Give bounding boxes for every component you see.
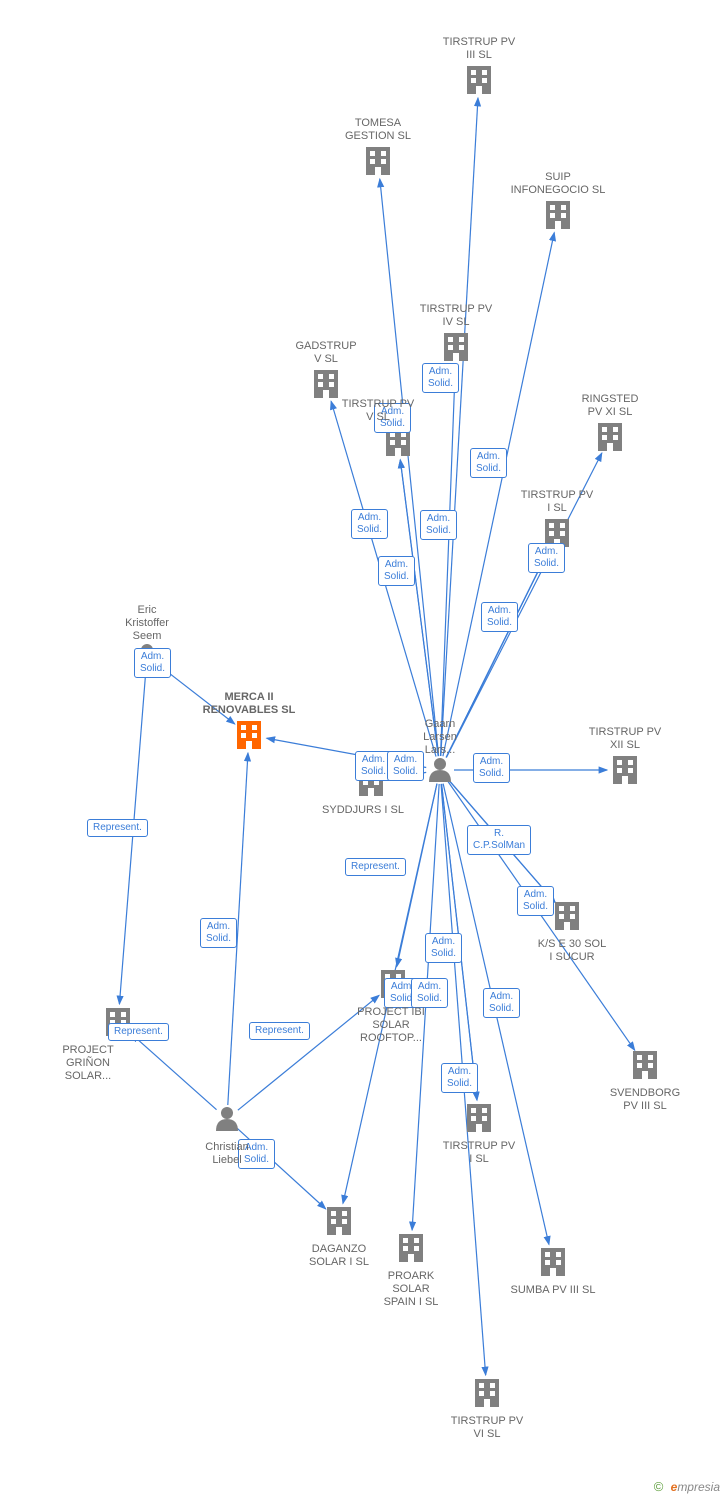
edge-line bbox=[441, 365, 456, 756]
edge-label: Adm. Solid. bbox=[470, 448, 507, 478]
company-icon[interactable] bbox=[467, 66, 491, 94]
company-icon[interactable] bbox=[613, 756, 637, 784]
node-label: TOMESA GESTION SL bbox=[323, 117, 433, 143]
edge-label: Adm. Solid. bbox=[441, 1063, 478, 1093]
node-label: TIRSTRUP PV III SL bbox=[424, 36, 534, 62]
node-label: PROARK SOLAR SPAIN I SL bbox=[356, 1270, 466, 1310]
person-icon[interactable] bbox=[216, 1107, 238, 1131]
node-label: TIRSTRUP PV I SL bbox=[502, 489, 612, 515]
company-icon[interactable] bbox=[598, 423, 622, 451]
company-icon[interactable] bbox=[555, 902, 579, 930]
edge-label: Adm. Solid. bbox=[483, 988, 520, 1018]
edge-label: Adm. Solid. bbox=[422, 363, 459, 393]
node-label: Eric Kristoffer Seem bbox=[92, 604, 202, 644]
node-label: Christian Liebel bbox=[172, 1141, 282, 1167]
node-label: RINGSTED PV XI SL bbox=[555, 393, 665, 419]
node-label: SYDDJURS I SL bbox=[308, 804, 418, 817]
node-label: MERCA II RENOVABLES SL bbox=[194, 691, 304, 717]
node-label: PROJECT GRIÑON SOLAR... bbox=[33, 1044, 143, 1084]
edge-label: Adm. Solid. bbox=[351, 509, 388, 539]
company-icon[interactable] bbox=[475, 1379, 499, 1407]
edge-label: Adm. Solid. bbox=[134, 648, 171, 678]
company-icon[interactable] bbox=[399, 1234, 423, 1262]
brand-rest: mpresia bbox=[677, 1480, 720, 1494]
edge-label: Adm. Solid. bbox=[378, 556, 415, 586]
node-label: SUIP INFONEGOCIO SL bbox=[503, 171, 613, 197]
edge-label: Adm. Solid. bbox=[481, 602, 518, 632]
node-label: SVENDBORG PV III SL bbox=[590, 1087, 700, 1113]
node-label: TIRSTRUP PV I SL bbox=[424, 1140, 534, 1166]
edge-label: Adm. Solid. bbox=[200, 918, 237, 948]
footer-attribution: © empresia bbox=[654, 1479, 720, 1494]
company-icon[interactable] bbox=[541, 1248, 565, 1276]
node-label: PROJECT IBI SOLAR ROOFTOP... bbox=[336, 1006, 446, 1046]
node-label: Gaarn Larsen Lars... bbox=[385, 718, 495, 758]
person-icon[interactable] bbox=[429, 758, 451, 782]
node-label: TIRSTRUP PV V SL bbox=[323, 398, 433, 424]
edge-line bbox=[380, 179, 439, 756]
node-label: SUMBA PV III SL bbox=[498, 1284, 608, 1297]
edge-label: Represent. bbox=[108, 1023, 169, 1041]
copyright-symbol: © bbox=[654, 1479, 664, 1494]
node-label: TIRSTRUP PV XII SL bbox=[570, 726, 680, 752]
company-icon[interactable] bbox=[327, 1207, 351, 1235]
node-label: TIRSTRUP PV IV SL bbox=[401, 303, 511, 329]
edge-label: Adm. Solid. bbox=[528, 543, 565, 573]
company-icon[interactable] bbox=[444, 333, 468, 361]
company-icon[interactable] bbox=[546, 201, 570, 229]
edge-line bbox=[441, 98, 478, 756]
edge-line bbox=[119, 670, 145, 1004]
edge-label: Represent. bbox=[87, 819, 148, 837]
edge-label: Adm. Solid. bbox=[411, 978, 448, 1008]
company-icon[interactable] bbox=[633, 1051, 657, 1079]
company-icon[interactable] bbox=[314, 370, 338, 398]
company-icon[interactable] bbox=[237, 721, 261, 749]
edge-label: Adm. Solid. bbox=[425, 933, 462, 963]
company-icon[interactable] bbox=[467, 1104, 491, 1132]
edge-label: Adm. Solid. bbox=[517, 886, 554, 916]
node-label: TIRSTRUP PV VI SL bbox=[432, 1415, 542, 1441]
edge-label: R. C.P.SolMan bbox=[467, 825, 531, 855]
node-label: DAGANZO SOLAR I SL bbox=[284, 1243, 394, 1269]
edge-label: Represent. bbox=[249, 1022, 310, 1040]
node-label: GADSTRUP V SL bbox=[271, 340, 381, 366]
edge-label: Adm. Solid. bbox=[420, 510, 457, 540]
node-label: K/S E 30 SOL I SUCUR bbox=[517, 938, 627, 964]
edge-line bbox=[400, 460, 438, 756]
edge-label: Represent. bbox=[345, 858, 406, 876]
edge-line bbox=[131, 1034, 216, 1110]
company-icon[interactable] bbox=[366, 147, 390, 175]
